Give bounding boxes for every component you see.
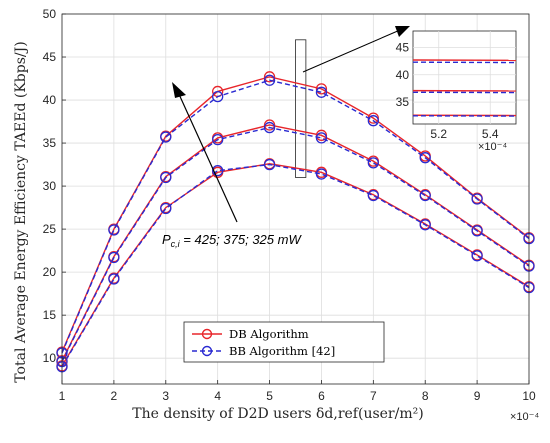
y-tick-label: 40: [43, 93, 57, 107]
series-marker: [419, 152, 431, 164]
y-tick-label: 20: [43, 265, 57, 279]
series-marker: [212, 90, 224, 103]
y-tick-label: 25: [43, 222, 57, 236]
series-marker: [212, 133, 224, 146]
series-marker: [212, 164, 224, 177]
series-line: [61, 126, 530, 362]
series-marker: [471, 225, 483, 237]
zoom-rectangle: [295, 39, 307, 178]
legend-item-db: DB Algorithm: [192, 327, 309, 341]
legend-item-bb: BB Algorithm [42]: [192, 344, 335, 358]
legend-label-bb: BB Algorithm [42]: [229, 344, 335, 358]
series-layer: [56, 71, 535, 373]
series-marker: [419, 189, 431, 202]
series-marker: [419, 219, 431, 231]
series-line: [61, 79, 530, 354]
zoom-arrow: [302, 26, 410, 73]
series-marker: [471, 193, 483, 205]
series-marker: [263, 158, 276, 171]
inset: 5.2 5.4 35 40 45 ×10⁻⁴: [396, 30, 517, 153]
x-tick-label: 1: [59, 389, 66, 403]
inset-frame: [412, 30, 517, 125]
y-tick-label: 45: [43, 50, 57, 64]
inset-x-exponent-label: ×10⁻⁴: [478, 141, 507, 153]
inset-y-tick-label: 45: [396, 40, 410, 54]
x-axis: 1 2 3 4 5 6 7 8 9 10: [59, 380, 536, 403]
annotation-arrow-head: [172, 82, 186, 98]
series-marker: [263, 74, 276, 86]
inset-x-tick-label: 5.2: [430, 127, 447, 141]
series-marker: [160, 131, 172, 143]
y-tick-label: 10: [43, 351, 57, 365]
series-marker: [367, 115, 379, 127]
x-tick-label: 7: [370, 389, 377, 403]
inset-ticks: 5.2 5.4 35 40 45: [396, 40, 499, 141]
x-exponent-label: ×10⁻⁴: [510, 411, 539, 423]
series-marker: [315, 168, 328, 180]
inset-grid: [413, 31, 516, 124]
plot-frame: [61, 13, 530, 385]
x-tick-label: 5: [266, 389, 273, 403]
series-marker: [315, 83, 328, 95]
x-tick-label: 8: [422, 389, 429, 403]
y-axis-label: Total Average Energy Efficiency TAEEd (K…: [13, 41, 29, 382]
annotation: Pc,i = 425; 375; 325 mW: [162, 82, 302, 249]
annotation-label: Pc,i = 425; 375; 325 mW: [162, 232, 302, 249]
series-marker: [160, 202, 172, 215]
x-tick-label: 4: [214, 389, 221, 403]
x-tick-label: 3: [162, 389, 169, 403]
zoom-connectors: [295, 39, 307, 178]
inset-y-tick-label: 35: [396, 95, 410, 109]
series-marker: [263, 121, 276, 134]
legend-box: [183, 321, 385, 363]
annotation-arrow-line: [177, 91, 238, 223]
series-marker: [471, 250, 483, 262]
x-tick-label: 2: [111, 389, 118, 403]
y-tick-label: 15: [43, 308, 57, 322]
series-marker: [160, 171, 172, 184]
series-marker: [315, 132, 328, 144]
series-marker: [108, 251, 120, 264]
x-tick-label: 9: [474, 389, 481, 403]
series-marker: [367, 189, 379, 202]
x-tick-label: 10: [522, 389, 536, 403]
inset-series: [412, 59, 517, 117]
series-marker: [315, 86, 328, 98]
legend-label-db: DB Algorithm: [229, 327, 309, 341]
inset-x-tick-label: 5.4: [482, 127, 499, 141]
series-marker: [108, 224, 120, 236]
legend-marker-db: [201, 328, 213, 340]
x-tick-label: 6: [318, 389, 325, 403]
series-marker: [108, 273, 120, 285]
zoom-arrow-line: [302, 29, 401, 73]
series-marker: [263, 71, 276, 83]
series-marker: [367, 157, 379, 169]
y-tick-label: 50: [43, 7, 57, 21]
series-2: [56, 74, 535, 359]
y-axis: 10 15 20 25 30 35 40 45 50: [43, 7, 66, 365]
x-axis-label: The density of D2D users δd,ref(user/m²): [132, 406, 423, 422]
y-tick-label: 35: [43, 136, 57, 150]
legend-marker-bb: [201, 345, 213, 357]
zoom-arrow-head: [395, 26, 410, 37]
inset-y-tick-label: 40: [396, 68, 410, 82]
y-tick-label: 30: [43, 179, 57, 193]
series-line: [61, 163, 530, 368]
legend: DB Algorithm BB Algorithm [42]: [183, 321, 385, 363]
